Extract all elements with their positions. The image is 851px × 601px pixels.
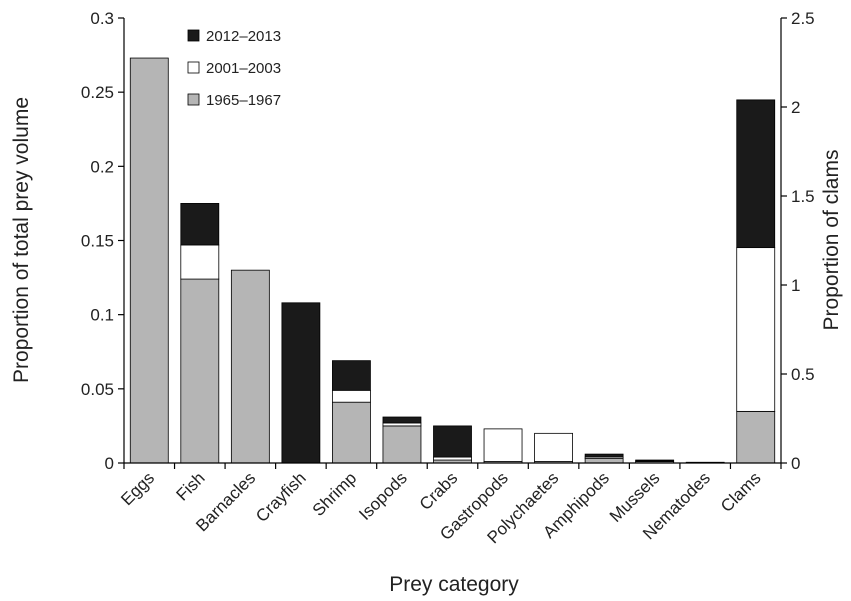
bar-segment-shrimp-series-0: [332, 401, 371, 464]
bar-segment-mussels-series-2: [635, 459, 675, 462]
bar-segment-shrimp-series-1: [332, 389, 371, 403]
left-y-tick-label: 0.15: [81, 232, 114, 251]
x-tick-label: Clams: [717, 468, 764, 515]
bar-segment-barnacles-series-0: [230, 269, 270, 464]
left-y-tick-label: 0.3: [90, 9, 114, 28]
bar-segment-isopods-series-2: [382, 416, 422, 424]
x-axis-title: Prey category: [389, 573, 519, 596]
x-tick-label: Eggs: [117, 468, 158, 509]
x-tick-label: Fish: [172, 468, 208, 504]
bar-segment-shrimp-series-2: [332, 360, 371, 391]
plot-area: [129, 57, 776, 464]
bar-segment-crabs-series-1: [433, 456, 472, 461]
legend-label: 1965–1967: [206, 92, 281, 109]
x-tick-label: Isopods: [355, 468, 411, 524]
legend-swatch: [187, 61, 200, 74]
right-y-tick-label: 1: [791, 276, 800, 295]
bar-segment-clams-series-1: [736, 247, 776, 412]
left-y-tick-label: 0.1: [90, 306, 114, 325]
legend-label: 2012–2013: [206, 28, 281, 45]
legend-swatch: [187, 29, 200, 42]
right-y-ticks: 0 0.5 1 1.5 2 2.5: [781, 9, 815, 473]
x-tick-label: Crayfish: [252, 468, 310, 526]
legend-label: 2001–2003: [206, 60, 281, 77]
legend: 2012–2013 2001–2003 1965–1967: [187, 28, 281, 109]
bar-segment-eggs-series-0: [129, 57, 169, 464]
x-tick-label: Shrimp: [309, 468, 361, 520]
right-y-tick-label: 2.5: [791, 9, 815, 28]
legend-swatch: [187, 93, 200, 106]
left-y-tick-label: 0.2: [90, 157, 114, 176]
right-y-tick-label: 0.5: [791, 365, 815, 384]
right-y-tick-label: 2: [791, 98, 800, 117]
bar-segment-polychaetes-series-1: [534, 432, 573, 462]
left-y-ticks: 0 0.05 0.1 0.15 0.2 0.25 0.3: [81, 9, 124, 473]
bar-segment-gastropods-series-1: [483, 428, 523, 462]
bar-segment-clams-series-0: [736, 410, 776, 464]
y2-axis-title: Proportion of clams: [820, 150, 843, 331]
bar-segment-isopods-series-0: [382, 425, 422, 464]
bar-segment-fish-series-1: [180, 244, 220, 280]
axes: [123, 18, 782, 464]
bar-segment-amphipods-series-0: [584, 458, 624, 464]
bar-segment-amphipods-series-2: [584, 453, 624, 458]
bar-segment-clams-series-2: [736, 99, 776, 249]
bar-segment-fish-series-0: [180, 278, 220, 464]
y-axis-title: Proportion of total prey volume: [10, 97, 33, 383]
left-y-tick-label: 0.25: [81, 83, 114, 102]
right-y-tick-label: 0: [791, 454, 800, 473]
x-tick-label: Crabs: [416, 468, 462, 514]
bar-segment-isopods-series-1: [382, 422, 422, 427]
bar-segment-crayfish-series-2: [281, 302, 321, 464]
left-y-tick-label: 0: [105, 454, 114, 473]
left-y-tick-label: 0.05: [81, 380, 114, 399]
right-y-tick-label: 1.5: [791, 187, 815, 206]
bar-segment-fish-series-2: [180, 203, 220, 246]
bar-segment-crabs-series-2: [433, 425, 472, 458]
